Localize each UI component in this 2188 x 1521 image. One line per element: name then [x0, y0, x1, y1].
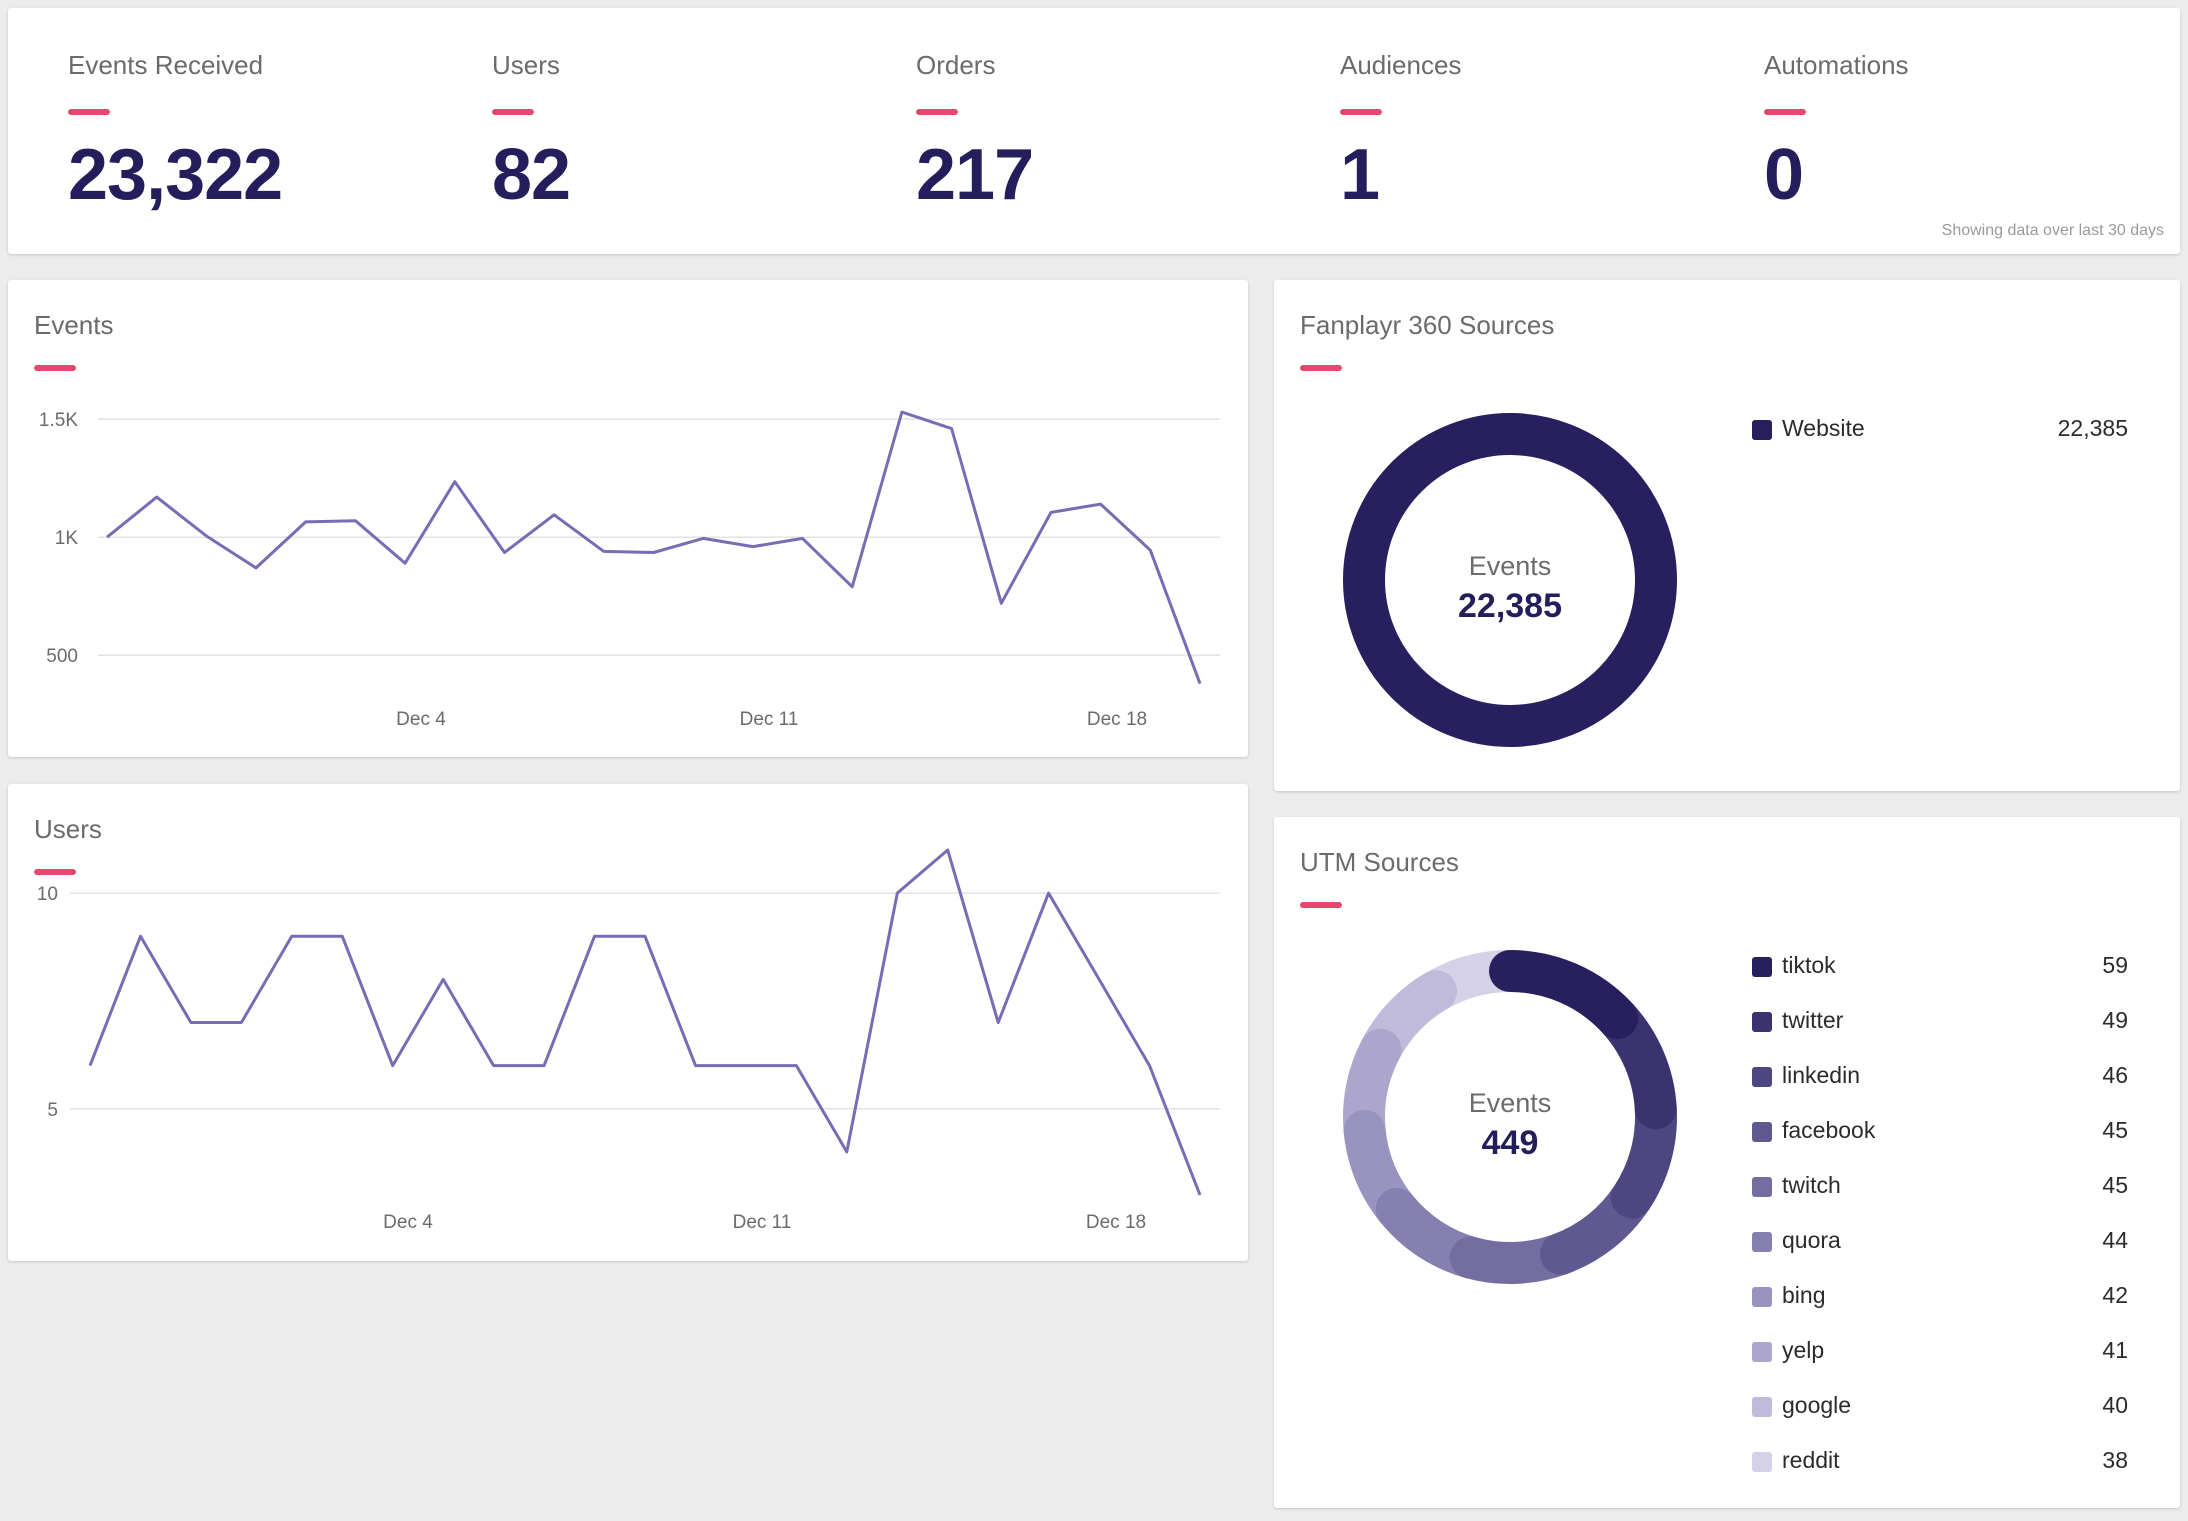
stat-label: Users	[492, 50, 560, 80]
legend-value: 46	[2102, 1062, 2128, 1088]
x-tick-label: Dec 4	[396, 709, 446, 730]
accent-bar	[916, 109, 958, 115]
accent-bar	[1340, 109, 1382, 115]
x-tick-label: Dec 18	[1086, 1212, 1146, 1233]
donut-center-label: Events	[1469, 1088, 1552, 1118]
legend-swatch	[1752, 1342, 1772, 1362]
legend-swatch	[1752, 957, 1772, 977]
legend-swatch	[1752, 1287, 1772, 1307]
stat-value: 23,322	[68, 135, 283, 215]
legend-swatch	[1752, 1397, 1772, 1417]
stat-value: 0	[1764, 135, 1804, 215]
legend-item-tiktok[interactable]: tiktok 59	[1752, 944, 2128, 999]
donut-slice[interactable]	[1489, 950, 1639, 1039]
y-tick-label: 500	[46, 646, 78, 667]
y-tick-label: 1K	[55, 528, 79, 549]
series-line	[106, 410, 1202, 685]
legend-label: facebook	[1782, 1117, 1876, 1143]
fanplayr-sources-card: Fanplayr 360 Sources Events 22,385 Websi…	[1274, 280, 2180, 791]
summary-stats-card: Events Received 23,322 Users 82 Orders 2…	[8, 8, 2180, 254]
legend-value: 45	[2102, 1172, 2128, 1198]
legend-value: 42	[2102, 1282, 2128, 1308]
card-title: UTM Sources	[1300, 847, 1459, 877]
donut-slice[interactable]	[1343, 413, 1677, 747]
card-title: Events	[34, 310, 114, 340]
legend-value: 49	[2102, 1007, 2128, 1033]
legend-item-twitter[interactable]: twitter 49	[1752, 999, 2128, 1054]
legend-swatch	[1752, 1452, 1772, 1472]
legend-label: twitch	[1782, 1172, 1841, 1198]
legend-label: twitter	[1782, 1007, 1844, 1033]
utm-donut-chart: Events 449	[1343, 950, 1677, 1284]
legend-value: 59	[2102, 952, 2128, 978]
legend-swatch	[1752, 1012, 1772, 1032]
legend-value: 44	[2102, 1227, 2128, 1253]
legend-value: 41	[2102, 1337, 2128, 1363]
utm-legend: tiktok 59 twitter 49 linkedin 46 faceboo…	[1752, 944, 2128, 1494]
stat-value: 82	[492, 135, 571, 215]
legend-value: 38	[2102, 1447, 2128, 1473]
legend-label: linkedin	[1782, 1062, 1860, 1088]
donut-center-value: 449	[1482, 1124, 1539, 1162]
legend-swatch	[1752, 1232, 1772, 1252]
fanplayr-legend: Website 22,385	[1752, 407, 2128, 462]
date-range-note: Showing data over last 30 days	[1941, 222, 2164, 239]
legend-label: quora	[1782, 1227, 1841, 1253]
events-chart-card: Events 1.5K 1K 500 Dec 4 Dec 11 Dec 18	[8, 280, 1248, 757]
legend-label: bing	[1782, 1282, 1826, 1308]
x-tick-label: Dec 11	[740, 709, 799, 730]
legend-item-google[interactable]: google 40	[1752, 1384, 2128, 1439]
utm-sources-card: UTM Sources Events 449 tiktok 59 twitter…	[1274, 817, 2180, 1508]
accent-bar	[68, 109, 110, 115]
legend-item-website[interactable]: Website 22,385	[1752, 407, 2128, 462]
y-tick-label: 1.5K	[39, 410, 78, 431]
legend-label: yelp	[1782, 1337, 1825, 1363]
accent-bar	[34, 869, 76, 875]
legend-value: 40	[2102, 1392, 2128, 1418]
x-tick-label: Dec 4	[383, 1212, 433, 1233]
events-line-chart: 1.5K 1K 500 Dec 4 Dec 11 Dec 18	[39, 410, 1220, 730]
legend-label: reddit	[1782, 1447, 1840, 1473]
legend-item-yelp[interactable]: yelp 41	[1752, 1329, 2128, 1384]
legend-item-reddit[interactable]: reddit 38	[1752, 1439, 2128, 1494]
x-tick-label: Dec 11	[733, 1212, 792, 1233]
accent-bar	[1300, 902, 1342, 908]
legend-swatch	[1752, 420, 1772, 440]
donut-center-label: Events	[1469, 551, 1552, 581]
y-tick-label: 10	[37, 884, 58, 905]
x-tick-label: Dec 18	[1087, 709, 1147, 730]
users-chart-card: Users 10 5 Dec 4 Dec 11 Dec 18	[8, 784, 1248, 1261]
series-line	[88, 848, 1202, 1196]
legend-item-facebook[interactable]: facebook 45	[1752, 1109, 2128, 1164]
stat-label: Audiences	[1340, 50, 1462, 80]
legend-item-twitch[interactable]: twitch 45	[1752, 1164, 2128, 1219]
accent-bar	[1300, 365, 1342, 371]
stat-label: Orders	[916, 50, 996, 80]
legend-value: 22,385	[2057, 415, 2128, 441]
y-tick-label: 5	[47, 1100, 58, 1121]
legend-swatch	[1752, 1067, 1772, 1087]
accent-bar	[34, 365, 76, 371]
donut-center-value: 22,385	[1458, 587, 1562, 625]
legend-swatch	[1752, 1122, 1772, 1142]
legend-swatch	[1752, 1177, 1772, 1197]
stat-label: Events Received	[68, 50, 264, 80]
accent-bar	[492, 109, 534, 115]
legend-value: 45	[2102, 1117, 2128, 1143]
legend-label: google	[1782, 1392, 1852, 1418]
legend-item-quora[interactable]: quora 44	[1752, 1219, 2128, 1274]
legend-label: tiktok	[1782, 952, 1836, 978]
stat-label: Automations	[1764, 50, 1909, 80]
legend-item-linkedin[interactable]: linkedin 46	[1752, 1054, 2128, 1109]
users-line-chart: 10 5 Dec 4 Dec 11 Dec 18	[37, 848, 1220, 1233]
stat-value: 1	[1340, 135, 1380, 215]
accent-bar	[1764, 109, 1806, 115]
card-title: Fanplayr 360 Sources	[1300, 310, 1555, 340]
legend-item-bing[interactable]: bing 42	[1752, 1274, 2128, 1329]
legend-label: Website	[1782, 415, 1865, 441]
stat-value: 217	[916, 135, 1034, 215]
fanplayr-donut-chart: Events 22,385	[1343, 413, 1677, 747]
card-title: Users	[34, 814, 102, 844]
